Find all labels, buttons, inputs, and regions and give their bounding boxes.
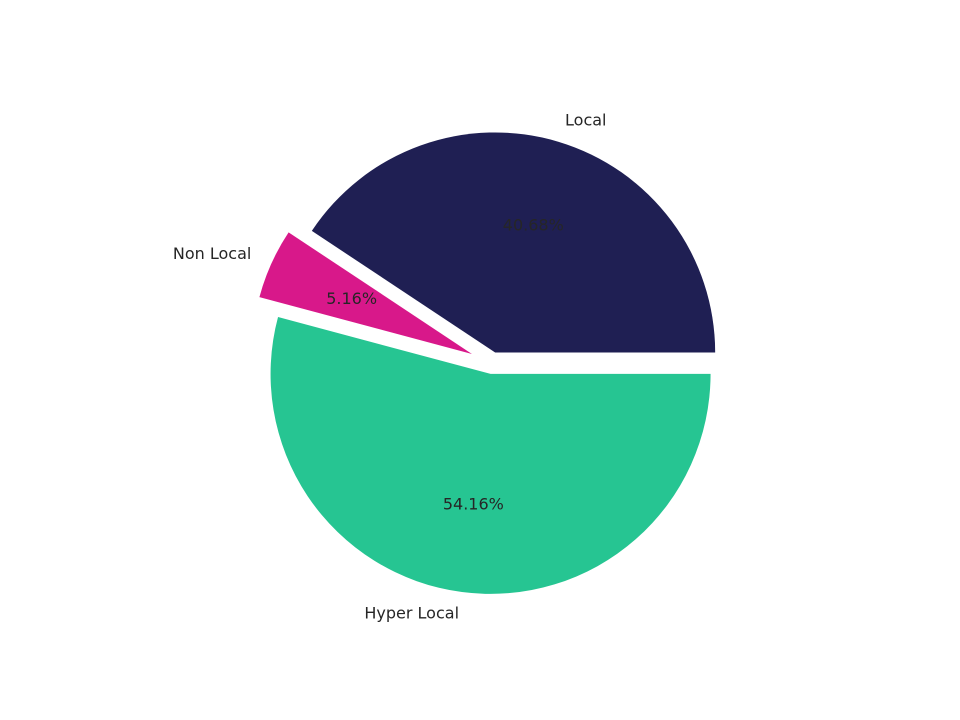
slice-label: Non Local [173,244,251,263]
value-label: 40.68% [503,216,564,235]
value-label: 54.16% [443,494,504,513]
value-label: 5.16% [326,289,377,308]
slice-label: Local [565,110,606,129]
pie-slice [270,317,711,594]
slice-label: Hyper Local [364,603,459,622]
pie-slice [259,232,472,354]
pie-slice [311,132,716,353]
